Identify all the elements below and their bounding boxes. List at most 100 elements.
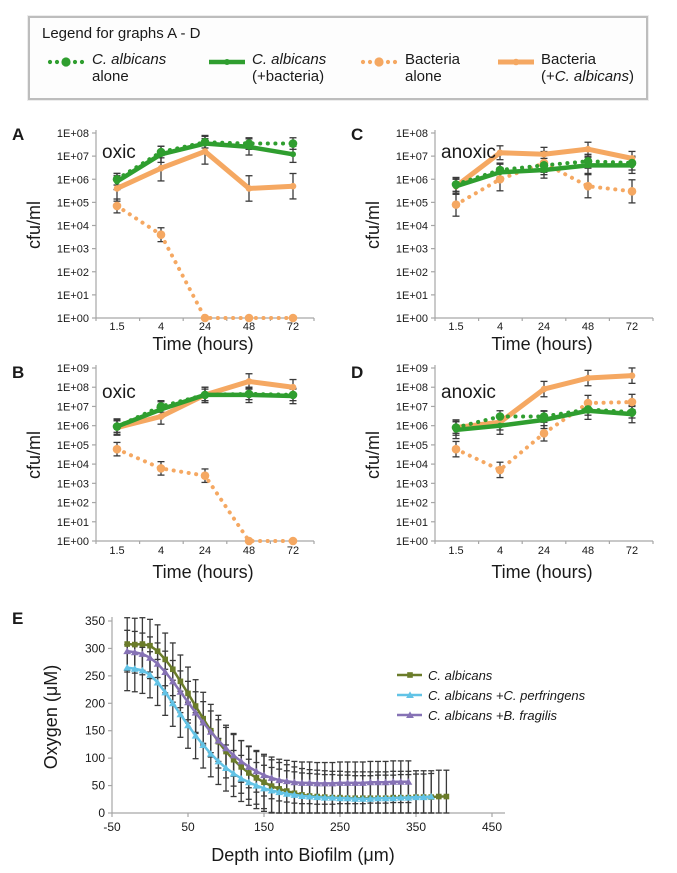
chart-a: 1E+00 1E+01 1E+02 1E+03 1E+04 1E+05 1E+06 1E+07…	[12, 125, 315, 354]
data-marker	[244, 536, 254, 546]
chart-a-plot: 1E+00 1E+01 1E+02 1E+03 1E+04 1E+05 1E+06 1E+07…	[57, 128, 315, 333]
legend-item-ca-bacteria: C. albicans (+bacteria)	[207, 51, 326, 85]
data-marker	[381, 794, 390, 802]
legend-line2-pre: (+	[541, 68, 555, 85]
condition-label-c: anoxic	[441, 142, 496, 163]
data-marker	[244, 139, 254, 148]
series-line	[115, 391, 295, 429]
x-tick-label: 72	[626, 545, 638, 557]
y-tick-label: 1E+07	[396, 151, 428, 163]
data-marker	[112, 174, 122, 184]
y-tick-label: 1E+00	[396, 536, 428, 548]
panel-label-a: A	[12, 125, 24, 144]
data-marker	[154, 648, 161, 654]
data-marker	[206, 750, 215, 757]
x-tick-label: 48	[582, 545, 594, 557]
data-marker	[229, 769, 238, 777]
x-tick-label: 72	[287, 545, 299, 557]
x-tick-label: 4	[497, 321, 503, 333]
data-marker	[161, 688, 170, 696]
data-marker	[495, 412, 505, 421]
data-marker	[176, 710, 185, 718]
y-tick-label: 1E+04	[396, 221, 428, 233]
data-marker	[305, 779, 314, 786]
x-tick-label: 50	[181, 820, 195, 834]
x-tick-label: 24	[538, 545, 550, 557]
y-tick-label: 1E+05	[57, 440, 89, 452]
y-axis-title-c: cfu/ml	[363, 201, 383, 249]
panel-label-c: C	[351, 125, 363, 144]
y-tick-label: 1E+09	[396, 363, 428, 375]
y-tick-label: 1E+03	[57, 244, 89, 256]
data-marker	[168, 677, 177, 685]
x-tick-label: 48	[243, 321, 255, 333]
y-tick-label: 1E+00	[57, 313, 89, 325]
x-tick-label: 4	[158, 545, 164, 557]
data-marker	[200, 471, 210, 480]
panel-label-d: D	[351, 363, 363, 382]
data-marker	[289, 383, 297, 391]
e-legend-label: C. albicans +C. perfringens	[428, 687, 586, 703]
data-marker	[112, 444, 122, 454]
ca-perfringens-line-swatch	[397, 691, 422, 698]
x-tick-label: 4	[158, 321, 164, 333]
y-tick-label: 1E+01	[396, 290, 428, 302]
data-marker	[214, 757, 223, 765]
condition-label-d: anoxic	[441, 382, 496, 403]
x-tick-label: -50	[103, 820, 121, 834]
data-marker	[358, 779, 367, 786]
data-marker	[156, 402, 166, 411]
data-marker	[351, 779, 360, 786]
legend-line1: C. albicans	[92, 51, 167, 68]
data-marker	[237, 757, 246, 765]
data-marker	[275, 776, 284, 784]
y-tick-label: 1E+07	[396, 401, 428, 413]
data-marker	[290, 791, 299, 798]
data-marker	[139, 641, 146, 647]
data-marker	[374, 778, 382, 786]
legend-item-bacteria-alone: Bacteria alone	[360, 51, 460, 85]
chart-d-plot: 1E+00 1E+01 1E+02 1E+03 1E+04 1E+05 1E+06 1E+07…	[396, 363, 654, 557]
data-marker	[184, 721, 192, 729]
data-marker	[495, 465, 505, 475]
data-marker	[124, 641, 130, 647]
data-marker	[170, 666, 176, 673]
y-tick-label: 1E+03	[396, 478, 428, 490]
data-marker	[328, 779, 337, 787]
legend-line1: Bacteria	[405, 51, 461, 68]
y-tick-label: 1E+02	[396, 267, 428, 279]
x-tick-label: 350	[406, 820, 426, 834]
data-marker	[396, 778, 405, 785]
data-marker	[366, 795, 375, 802]
x-tick-label: 48	[243, 545, 255, 557]
y-tick-label: 1E+06	[396, 174, 428, 186]
y-tick-label: 0	[98, 806, 105, 820]
data-marker	[436, 793, 442, 800]
data-marker	[201, 148, 209, 155]
swatch-dot	[72, 59, 78, 65]
data-marker	[176, 688, 185, 695]
data-marker	[539, 429, 549, 438]
data-marker	[628, 372, 636, 379]
data-marker	[540, 150, 548, 158]
data-marker	[267, 774, 276, 781]
data-marker	[282, 790, 291, 797]
y-tick-label: 1E+02	[57, 267, 89, 279]
y-tick-label: 1E+06	[396, 421, 428, 433]
x-axis-title-a: Time (hours)	[152, 334, 253, 354]
y-tick-label: 1E+08	[396, 128, 428, 140]
data-marker	[343, 779, 352, 786]
data-marker	[191, 732, 200, 739]
swatch-dot	[79, 59, 85, 65]
chart-b: 1E+00 1E+01 1E+02 1E+03 1E+04 1E+05 1E+06 1E+07…	[12, 363, 315, 582]
data-marker	[305, 792, 314, 800]
chart-c-plot: 1E+00 1E+01 1E+02 1E+03 1E+04 1E+05 1E+06 1E+07…	[396, 128, 654, 333]
data-marker	[260, 784, 268, 792]
data-marker	[427, 792, 436, 800]
y-tick-label: 1E+06	[57, 421, 89, 433]
y-tick-label: 1E+05	[396, 197, 428, 209]
data-marker	[200, 137, 210, 147]
y-axis-title-e: Oxygen (μM)	[41, 665, 61, 769]
data-marker	[389, 778, 398, 785]
data-marker	[156, 230, 166, 240]
